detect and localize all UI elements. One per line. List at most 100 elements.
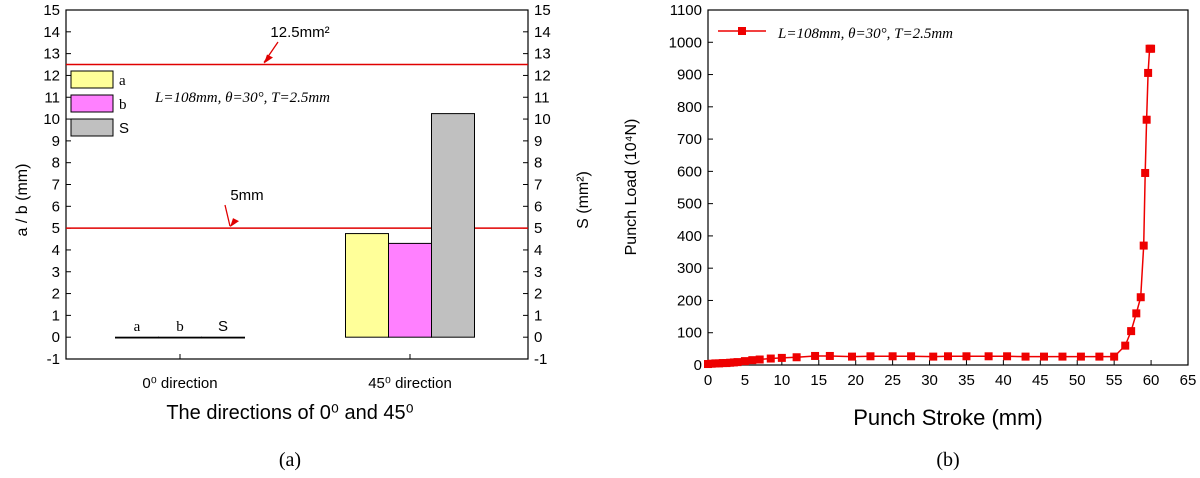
y-tick-label-left: 12 [43,67,60,84]
reference-arrow-head [230,218,239,228]
bar [345,233,389,338]
data-point [1058,352,1067,361]
y-tick-label-left: 10 [43,111,60,128]
bar [115,336,159,339]
series-punch-load [704,44,1156,369]
data-point [1132,309,1141,318]
legend-swatch-a [70,70,114,89]
data-point [1121,341,1130,350]
y-tick-label-left: 5 [52,220,60,237]
legend-swatch-b [70,94,114,113]
y-tick-label-left: 15 [43,2,60,19]
reference-arrow-head [264,54,273,64]
y-tick-label-left: 11 [44,89,60,106]
data-point [755,355,764,364]
data-point [1136,293,1145,302]
y-tick-label-right: 4 [534,242,542,259]
x-tick-label: 65 [1180,372,1197,389]
y-tick-label: 400 [677,228,702,245]
data-point [792,353,801,362]
x-tick-label: 45⁰ direction [368,375,452,392]
legend-swatch-s [70,118,114,137]
data-point [740,357,749,366]
data-point [1095,352,1104,361]
x-axis-label-b: Punch Stroke (mm) [853,405,1043,430]
line-chart-panel-b: 0 100 200 300 400 500 600 700 800 900 1000 1100 0 5 1… [623,2,1196,471]
y-tick-label: 700 [677,131,702,148]
y-tick-label: 800 [677,99,702,116]
y-tick-label-right: 6 [534,198,542,215]
y-tick-label-left: -1 [47,351,60,368]
y-tick-label: 1100 [670,2,702,19]
y-tick-label-right: 14 [534,24,551,41]
data-point [1021,352,1030,361]
plot-frame-b [707,9,1189,366]
data-point [1127,327,1136,336]
reference-line-label: 12.5mm² [270,24,329,41]
y-tick-label-right: 0 [534,329,542,346]
x-axis-b: 0 5 10 15 20 25 30 35 40 45 50 55 60 65 [704,360,1197,389]
y-tick-label-left: 3 [52,264,60,281]
y-axis-label-left-a: a / b (mm) [14,164,31,237]
data-point [1141,168,1150,177]
x-axis-a: 0⁰ direction 45⁰ direction [142,354,452,392]
x-tick-label: 30 [921,372,938,389]
data-point [811,351,820,360]
y-tick-label-left: 14 [43,24,60,41]
legend-label-b: b [119,97,127,113]
data-point [984,352,993,361]
data-point [777,353,786,362]
data-point [907,352,916,361]
legend-label-a: a [119,73,126,89]
y-tick-label-right: 15 [534,2,551,19]
y-axis-b: 0 100 200 300 400 500 600 700 800 900 1000 1100 [669,2,713,374]
data-point [825,351,834,360]
bar [201,336,245,339]
reference-arrow [224,204,231,227]
y-tick-label: 500 [677,196,702,213]
y-tick-label: 0 [694,357,702,374]
data-point [748,356,757,365]
legend-label-b: L=108mm, θ=30°, T=2.5mm [777,26,953,42]
y-tick-label-right: 8 [534,155,542,172]
y-axis-label-b: Punch Load (10⁴N) [623,119,640,256]
x-tick-label: 40 [995,372,1012,389]
bar-label: b [176,319,184,335]
y-tick-label-right: 2 [534,286,542,303]
x-tick-label: 35 [958,372,975,389]
data-point [733,358,742,367]
series-line [707,47,1152,365]
legend-b: L=108mm, θ=30°, T=2.5mm [718,26,953,42]
y-tick-label-right: 13 [534,46,551,63]
y-tick-label-left: 9 [52,133,60,150]
y-tick-label: 100 [677,325,702,342]
x-axis-label-a: The directions of 0⁰ and 45⁰ [166,402,413,424]
y-tick-label-right: 7 [534,177,542,194]
x-tick-label: 60 [1143,372,1160,389]
bar [431,113,475,338]
data-point [766,354,775,363]
y-tick-label-left: 6 [52,198,60,215]
x-tick-label: 0⁰ direction [142,375,217,392]
y-tick-label: 200 [677,292,702,309]
legend-marker-b [738,27,746,35]
data-point [888,352,897,361]
x-tick-label: 50 [1069,372,1086,389]
reference-line-label: 5mm [230,187,263,204]
annotation-parameters-a: L=108mm, θ=30°, T=2.5mm [154,90,330,106]
x-tick-label: 45 [1032,372,1049,389]
y-tick-label: 300 [677,260,702,277]
bar-label: a [134,319,141,335]
y-tick-label-right: 1 [534,307,542,324]
x-tick-label: 25 [884,372,901,389]
y-tick-label-left: 13 [43,46,60,63]
y-tick-label-left: 0 [52,329,60,346]
y-tick-label-left: 4 [52,242,60,259]
data-point [1139,241,1148,250]
y-axis-label-right-a: S (mm²) [575,171,592,229]
y-tick-label-right: 9 [534,133,542,150]
